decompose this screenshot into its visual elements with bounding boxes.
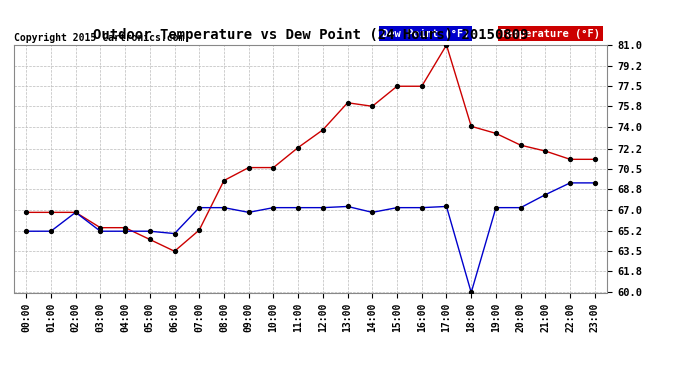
Title: Outdoor Temperature vs Dew Point (24 Hours) 20150809: Outdoor Temperature vs Dew Point (24 Hou… <box>92 28 529 42</box>
Text: Dew Point (°F): Dew Point (°F) <box>382 29 469 39</box>
Text: Copyright 2015 Cartronics.com: Copyright 2015 Cartronics.com <box>14 33 185 42</box>
Text: Temperature (°F): Temperature (°F) <box>500 29 600 39</box>
